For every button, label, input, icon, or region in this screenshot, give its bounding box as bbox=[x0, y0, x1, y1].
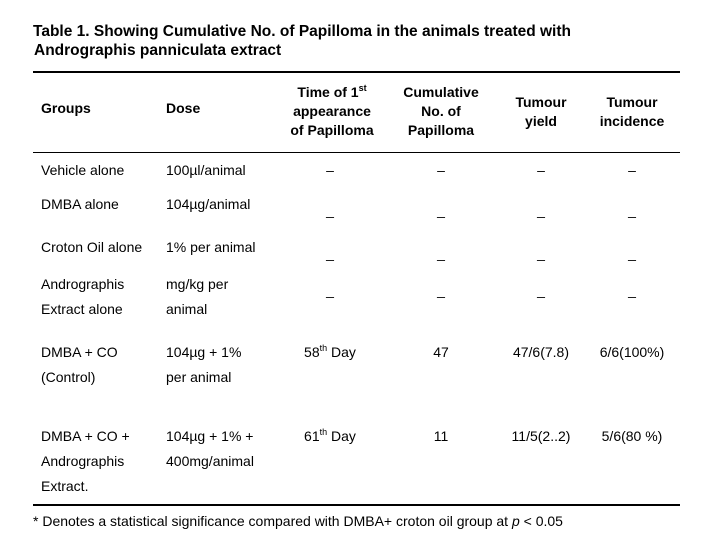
yield-cell: 11/5(2..2) bbox=[511, 428, 571, 444]
time-cell: – bbox=[326, 162, 334, 178]
time-cell: _ bbox=[326, 245, 334, 261]
incidence-cell: _ bbox=[628, 282, 636, 298]
incidence-cell: _ bbox=[628, 202, 636, 218]
header-time-line2: appearance bbox=[293, 103, 371, 119]
header-time-of-first-appearance: Time of 1st appearance of Papilloma bbox=[272, 83, 392, 140]
incidence-cell: – bbox=[628, 162, 636, 178]
dose-cell: 104µg + 1% per animal bbox=[166, 344, 242, 385]
header-tumour-incidence: Tumour incidence bbox=[592, 93, 672, 131]
dose-cell: 104µg/animal bbox=[166, 196, 251, 212]
header-time-line3: of Papilloma bbox=[290, 122, 374, 138]
footnote: * Denotes a statistical significance com… bbox=[33, 513, 563, 529]
cumulative-cell: _ bbox=[437, 282, 445, 298]
time-cell: 58th Day bbox=[304, 343, 356, 361]
header-yield-line1: Tumour bbox=[515, 94, 567, 110]
bottom-rule bbox=[33, 504, 680, 506]
caption-line-2: Andrographis panniculata extract bbox=[34, 42, 282, 59]
yield-cell: – bbox=[537, 162, 545, 178]
header-incidence-line1: Tumour bbox=[606, 94, 658, 110]
cumulative-cell: 11 bbox=[433, 428, 449, 444]
yield-cell: 47/6(7.8) bbox=[512, 344, 570, 360]
header-cum-line1: Cumulative bbox=[403, 84, 479, 100]
dose-cell: 1% per animal bbox=[166, 239, 256, 255]
cumulative-cell: _ bbox=[437, 202, 445, 218]
dose-cell: 104µg + 1% + 400mg/animal bbox=[166, 428, 254, 469]
cumulative-cell: _ bbox=[437, 245, 445, 261]
time-cell: _ bbox=[326, 282, 334, 298]
group-cell: DMBA + CO + Andrographis Extract. bbox=[41, 428, 130, 494]
top-rule bbox=[33, 71, 680, 73]
table-caption: Table 1. Showing Cumulative No. of Papil… bbox=[33, 22, 673, 60]
group-cell: Croton Oil alone bbox=[41, 239, 143, 255]
cumulative-cell: – bbox=[437, 162, 445, 178]
yield-cell: _ bbox=[537, 202, 545, 218]
header-time-sup: st bbox=[358, 83, 367, 93]
header-dose: Dose bbox=[166, 100, 201, 116]
cumulative-cell: 47 bbox=[433, 344, 449, 360]
header-tumour-yield: Tumour yield bbox=[501, 93, 581, 131]
group-cell: DMBA alone bbox=[41, 196, 119, 212]
header-time-line1: Time of 1 bbox=[297, 84, 359, 100]
yield-cell: _ bbox=[537, 245, 545, 261]
header-rule bbox=[33, 152, 680, 153]
group-cell: Vehicle alone bbox=[41, 162, 125, 178]
yield-cell: _ bbox=[537, 282, 545, 298]
time-cell: 61th Day bbox=[304, 427, 356, 445]
header-cumulative-papilloma: Cumulative No. of Papilloma bbox=[391, 83, 491, 140]
caption-line-1: Table 1. Showing Cumulative No. of Papil… bbox=[33, 23, 571, 40]
incidence-cell: _ bbox=[628, 245, 636, 261]
header-yield-line2: yield bbox=[525, 113, 557, 129]
group-cell: DMBA + CO (Control) bbox=[41, 344, 118, 385]
header-incidence-line2: incidence bbox=[599, 113, 665, 129]
group-cell: Andrographis Extract alone bbox=[41, 276, 125, 317]
incidence-cell: 6/6(100%) bbox=[599, 344, 665, 360]
header-cum-line2: No. of bbox=[421, 103, 461, 119]
incidence-cell: 5/6(80 %) bbox=[601, 428, 663, 444]
dose-cell: mg/kg per animal bbox=[166, 276, 229, 317]
header-cum-line3: Papilloma bbox=[407, 122, 475, 138]
dose-cell: 100µl/animal bbox=[166, 162, 246, 178]
time-cell: _ bbox=[326, 202, 334, 218]
header-groups: Groups bbox=[41, 100, 91, 116]
